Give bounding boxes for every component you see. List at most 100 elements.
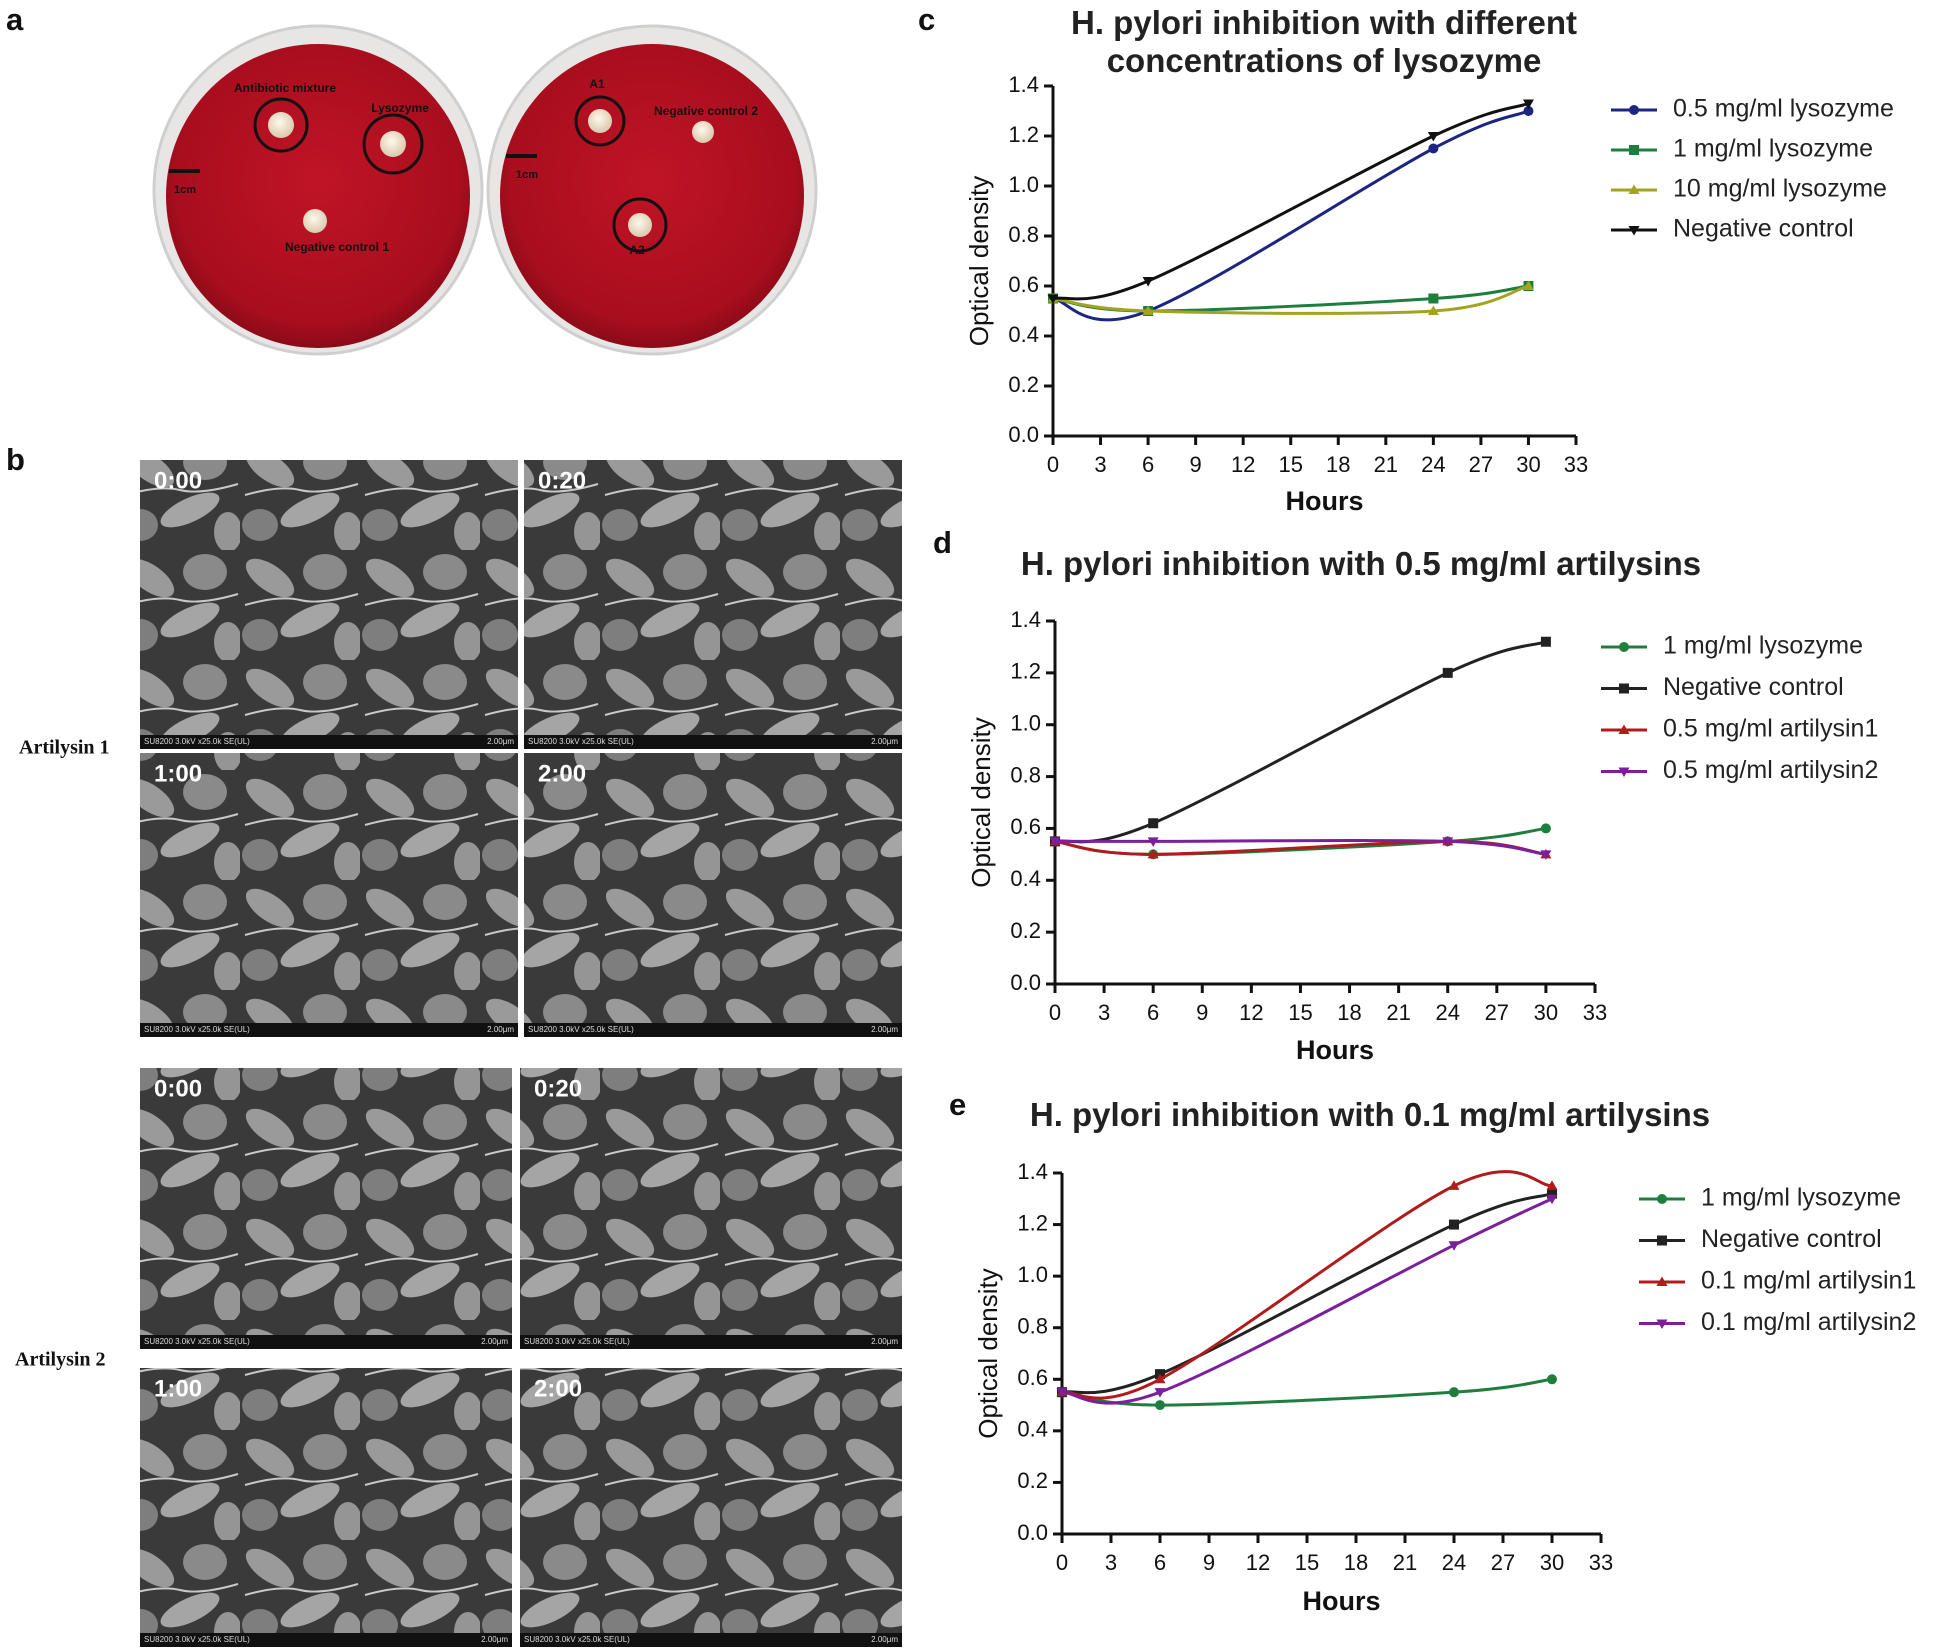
marker bbox=[1142, 305, 1154, 315]
marker bbox=[1427, 305, 1439, 315]
legend-label: 0.5 mg/ml artilysin1 bbox=[1663, 715, 1878, 743]
legend-label: 0.1 mg/ml artilysin2 bbox=[1701, 1308, 1916, 1336]
x-tick-label: 0 bbox=[1056, 1550, 1068, 1575]
sem-scale: 2.00μm bbox=[871, 737, 898, 746]
x-tick-label: 33 bbox=[1583, 1000, 1607, 1025]
y-tick-label: 0.8 bbox=[1008, 222, 1039, 247]
sem-footer-bar bbox=[524, 735, 902, 749]
x-tick-label: 6 bbox=[1147, 1000, 1159, 1025]
sem-footer-bar bbox=[140, 735, 518, 749]
x-tick-label: 33 bbox=[1564, 452, 1588, 477]
marker bbox=[1540, 823, 1551, 834]
legend-label: 1 mg/ml lysozyme bbox=[1673, 135, 1873, 163]
x-tick-label: 3 bbox=[1094, 452, 1106, 477]
sem-time: 1:00 bbox=[154, 760, 202, 787]
y-tick-label: 1.0 bbox=[1017, 1262, 1048, 1287]
sem-time: 2:00 bbox=[534, 1375, 582, 1402]
marker bbox=[1628, 184, 1640, 194]
sem-footer: SU8200 3.0kV x25.0k SE(UL) bbox=[144, 1025, 250, 1034]
x-tick-label: 21 bbox=[1393, 1550, 1417, 1575]
sem-time: 0:00 bbox=[154, 1075, 202, 1102]
y-tick-label: 0.4 bbox=[1008, 322, 1039, 347]
marker bbox=[1540, 636, 1551, 647]
marker bbox=[1449, 1387, 1459, 1398]
sem-footer: SU8200 3.0kV x25.0k SE(UL) bbox=[524, 1337, 630, 1346]
y-axis-label: Optical density bbox=[964, 176, 994, 347]
sem-group-label: Artilysin 1 bbox=[19, 737, 110, 759]
series-line bbox=[1054, 640, 1547, 844]
sem-scale: 2.00μm bbox=[871, 1025, 898, 1034]
sem-footer-bar bbox=[140, 1335, 512, 1349]
sem-footer-bar bbox=[520, 1633, 902, 1647]
y-tick-label: 0.2 bbox=[1017, 1468, 1048, 1493]
x-tick-label: 15 bbox=[1278, 452, 1302, 477]
marker bbox=[1049, 837, 1061, 847]
marker bbox=[1657, 1194, 1667, 1204]
x-axis-label: Hours bbox=[1302, 1586, 1380, 1616]
marker bbox=[1656, 1319, 1668, 1329]
x-tick-label: 3 bbox=[1105, 1550, 1117, 1575]
y-tick-label: 0.8 bbox=[1017, 1314, 1048, 1339]
marker bbox=[1448, 1180, 1460, 1190]
x-tick-label: 12 bbox=[1239, 1000, 1263, 1025]
x-axis-label: Hours bbox=[1296, 1035, 1374, 1065]
x-tick-label: 18 bbox=[1337, 1000, 1361, 1025]
marker bbox=[1522, 99, 1534, 109]
legend-label: 1 mg/ml lysozyme bbox=[1701, 1184, 1901, 1212]
marker bbox=[1547, 1374, 1557, 1385]
sem-footer-bar bbox=[524, 1023, 902, 1037]
x-tick-label: 15 bbox=[1288, 1000, 1312, 1025]
sem-footer: SU8200 3.0kV x25.0k SE(UL) bbox=[524, 1635, 630, 1644]
marker bbox=[1618, 767, 1630, 777]
marker bbox=[1448, 1241, 1460, 1251]
x-tick-label: 24 bbox=[1435, 1000, 1459, 1025]
panel-label: d bbox=[933, 525, 952, 560]
x-tick-label: 18 bbox=[1344, 1550, 1368, 1575]
y-tick-label: 1.2 bbox=[1008, 122, 1039, 147]
series-line bbox=[1061, 1377, 1553, 1407]
sem-scale: 2.00μm bbox=[487, 1025, 514, 1034]
series-line bbox=[1061, 1170, 1553, 1400]
sem-image bbox=[520, 1068, 902, 1349]
y-tick-label: 0.0 bbox=[1008, 422, 1039, 447]
y-tick-label: 0.2 bbox=[1008, 372, 1039, 397]
y-tick-label: 0.6 bbox=[1017, 1365, 1048, 1390]
x-tick-label: 30 bbox=[1534, 1000, 1558, 1025]
x-tick-label: 24 bbox=[1421, 452, 1445, 477]
panel-label: c bbox=[918, 2, 935, 37]
plate-label: 1cm bbox=[174, 184, 196, 196]
sem-footer: SU8200 3.0kV x25.0k SE(UL) bbox=[528, 737, 634, 746]
marker bbox=[1523, 106, 1534, 116]
x-tick-label: 27 bbox=[1469, 452, 1493, 477]
legend-label: Negative control bbox=[1701, 1225, 1882, 1253]
marker bbox=[1154, 1373, 1166, 1384]
marker bbox=[1546, 1194, 1558, 1205]
y-tick-label: 0.4 bbox=[1010, 866, 1041, 891]
y-tick-label: 1.0 bbox=[1008, 172, 1039, 197]
x-tick-label: 21 bbox=[1386, 1000, 1410, 1025]
legend-label: 10 mg/ml lysozyme bbox=[1673, 175, 1887, 203]
x-tick-label: 9 bbox=[1196, 1000, 1208, 1025]
sem-scale: 2.00μm bbox=[487, 737, 514, 746]
panel-label: b bbox=[6, 442, 25, 477]
x-tick-label: 30 bbox=[1540, 1550, 1564, 1575]
legend-label: Negative control bbox=[1673, 215, 1854, 243]
y-axis-label: Optical density bbox=[973, 1268, 1003, 1439]
x-tick-label: 3 bbox=[1098, 1000, 1110, 1025]
sem-scale: 2.00μm bbox=[481, 1337, 508, 1346]
x-tick-label: 33 bbox=[1589, 1550, 1613, 1575]
sem-scale: 2.00μm bbox=[871, 1337, 898, 1346]
sem-image bbox=[524, 753, 902, 1037]
sem-image bbox=[520, 1368, 902, 1647]
y-tick-label: 1.4 bbox=[1017, 1159, 1048, 1184]
plate-label: A1 bbox=[589, 77, 605, 91]
marker bbox=[1547, 1188, 1557, 1199]
sem-image bbox=[140, 753, 518, 1037]
y-tick-label: 0.2 bbox=[1010, 918, 1041, 943]
x-tick-label: 0 bbox=[1047, 452, 1059, 477]
y-tick-label: 0.8 bbox=[1010, 762, 1041, 787]
y-tick-label: 0.4 bbox=[1017, 1417, 1048, 1442]
petri-dish bbox=[486, 24, 818, 356]
x-tick-label: 24 bbox=[1442, 1550, 1466, 1575]
